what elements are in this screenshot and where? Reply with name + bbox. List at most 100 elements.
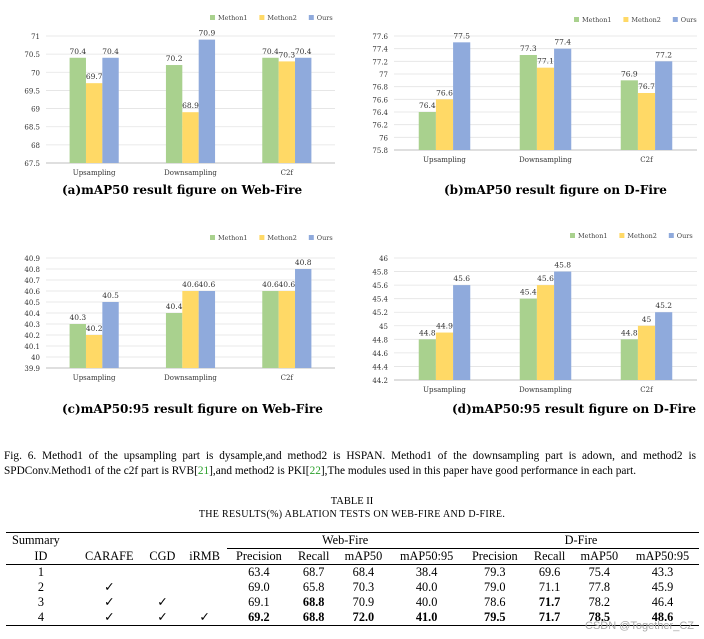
y-tick-label: 45.6 (372, 282, 388, 290)
y-tick-label: 44.2 (372, 377, 388, 385)
legend-swatch (308, 235, 314, 240)
legend-label: Ours (317, 14, 333, 22)
table-cell: ✓ (182, 610, 228, 626)
table-cell (76, 565, 143, 581)
data-label: 40.8 (295, 258, 312, 267)
data-label: 40.6 (199, 280, 216, 289)
table-cell: ✓ (157, 595, 168, 609)
legend-label: Methon2 (267, 234, 297, 242)
table-cell: 68.8 (302, 595, 325, 609)
table-cell: 4 (6, 610, 76, 626)
data-label: 45.2 (655, 301, 672, 310)
bar-methon2-upsampling (435, 99, 454, 150)
table-cell (182, 595, 227, 610)
data-label: 77.2 (655, 50, 672, 59)
figure-caption: Fig. 6. Method1 of the upsampling part i… (4, 449, 696, 479)
bar-ours-upsampling (102, 57, 119, 164)
data-label: 45.8 (554, 261, 571, 270)
data-label: 40.6 (278, 280, 295, 289)
bar-methon2-c2f (637, 325, 656, 380)
legend-swatch (668, 233, 674, 238)
y-tick-label: 76.2 (372, 122, 388, 130)
data-label: 70.4 (262, 47, 279, 56)
chart-b-caption: (b)mAP50 result figure on D-Fire (444, 183, 667, 197)
table-row: 4 ✓ ✓ ✓ 69.2 68.8 72.0 41.0 79.5 71.7 78… (6, 610, 699, 626)
y-tick-label: 76 (379, 134, 388, 142)
y-tick-label: 44.6 (372, 350, 388, 358)
table-cell: ✓ (104, 580, 115, 594)
bar-methon2-downsampling (182, 291, 199, 368)
data-label: 76.7 (638, 82, 655, 91)
data-label: 45.6 (537, 274, 554, 283)
data-label: 40.5 (102, 291, 119, 300)
bar-methon1-upsampling (69, 57, 86, 164)
x-tick-label: Upsampling (423, 156, 466, 164)
chart-d-caption: (d)mAP50:95 result figure on D-Fire (452, 402, 697, 416)
results-table: Summary Web-Fire D-Fire ID CARAFE CGD iR… (6, 532, 699, 626)
legend-label: Methon1 (218, 14, 248, 22)
table-cell: 69.1 (248, 595, 270, 609)
table-cell: 79.0 (484, 580, 506, 594)
citation-link-22[interactable]: 22 (309, 465, 321, 477)
bar-ours-c2f (655, 61, 673, 151)
data-label: 77.4 (554, 38, 571, 47)
bar-methon2-upsampling (435, 332, 454, 380)
y-tick-label: 40.4 (24, 310, 40, 318)
legend-swatch (574, 17, 579, 22)
y-tick-label: 76.4 (372, 109, 388, 117)
bar-ours-downsampling (554, 48, 572, 150)
y-tick-label: 69 (31, 106, 40, 114)
table-cell: 78.6 (484, 595, 506, 609)
legend-label: Ours (677, 232, 693, 240)
bar-ours-upsampling (102, 302, 119, 368)
header-cell: CARAFE (75, 548, 143, 565)
chart-b-svg: 75.87676.276.476.676.87777.277.477.676.4… (372, 16, 697, 164)
data-label: 76.9 (621, 69, 638, 78)
citation-link-21[interactable]: 21 (197, 465, 210, 477)
bar-ours-c2f (295, 269, 312, 368)
data-label: 76.6 (436, 88, 453, 97)
y-tick-label: 44.4 (372, 363, 388, 371)
data-label: 40.4 (166, 302, 183, 311)
bar-ours-upsampling (453, 285, 471, 380)
data-label: 45.4 (520, 288, 537, 297)
y-tick-label: 77.6 (372, 33, 388, 41)
table-cell (143, 580, 182, 595)
legend-label: Ours (317, 234, 333, 242)
table-group-header-row: Summary Web-Fire D-Fire (6, 532, 699, 549)
data-label: 45.6 (453, 274, 470, 283)
bar-ours-downsampling (554, 271, 572, 380)
legend-swatch (619, 233, 625, 238)
table-cell: 78.5 (572, 610, 627, 626)
y-tick-label: 76.8 (372, 84, 388, 92)
data-label: 70.4 (102, 47, 119, 56)
y-tick-label: 40.1 (24, 343, 40, 351)
bar-methon1-upsampling (418, 339, 436, 380)
y-tick-label: 68.5 (24, 124, 40, 132)
table-cell: 65.8 (302, 580, 325, 594)
table-cell: 2 (37, 580, 44, 594)
chart-b: 75.8 76 76.2 76.4 76.6 76.8 77 77.2 77.4 77.6 76.4… (352, 0, 704, 180)
x-tick-label: Downsampling (519, 156, 572, 164)
bar-methon2-downsampling (536, 285, 555, 380)
data-label: 77.1 (537, 57, 554, 66)
y-tick-label: 75.8 (372, 147, 388, 155)
bar-methon2-downsampling (182, 112, 199, 163)
table-cell: 68.7 (302, 565, 325, 579)
bar-methon2-c2f (637, 93, 656, 150)
legend-swatch (259, 15, 265, 20)
chart-a-caption: (a)mAP50 result figure on Web-Fire (62, 183, 303, 197)
table-cell: 70.3 (352, 580, 375, 594)
y-tick-label: 67.5 (24, 160, 40, 168)
header-cell: mAP50 (336, 548, 391, 565)
caption-text-1: Fig. 6. Method1 of the upsampling part i… (4, 450, 696, 477)
x-tick-label: Downsampling (164, 374, 217, 382)
table-cell: ✓ (142, 610, 182, 626)
bar-methon1-downsampling (519, 298, 537, 380)
table-cell: 78.2 (588, 595, 611, 609)
table-row: 3 ✓ ✓ 69.1 68.8 70.9 40.0 78.6 71.7 78.2… (6, 595, 699, 610)
chart-a-svg: 67.5 68 68.5 69 69.5 70 70.5 71 70.4 69.7 70.4 Upsa… (24, 14, 335, 177)
table-cell: 68.4 (352, 565, 375, 579)
data-label: 45 (642, 315, 652, 324)
y-tick-label: 40.8 (24, 266, 40, 274)
